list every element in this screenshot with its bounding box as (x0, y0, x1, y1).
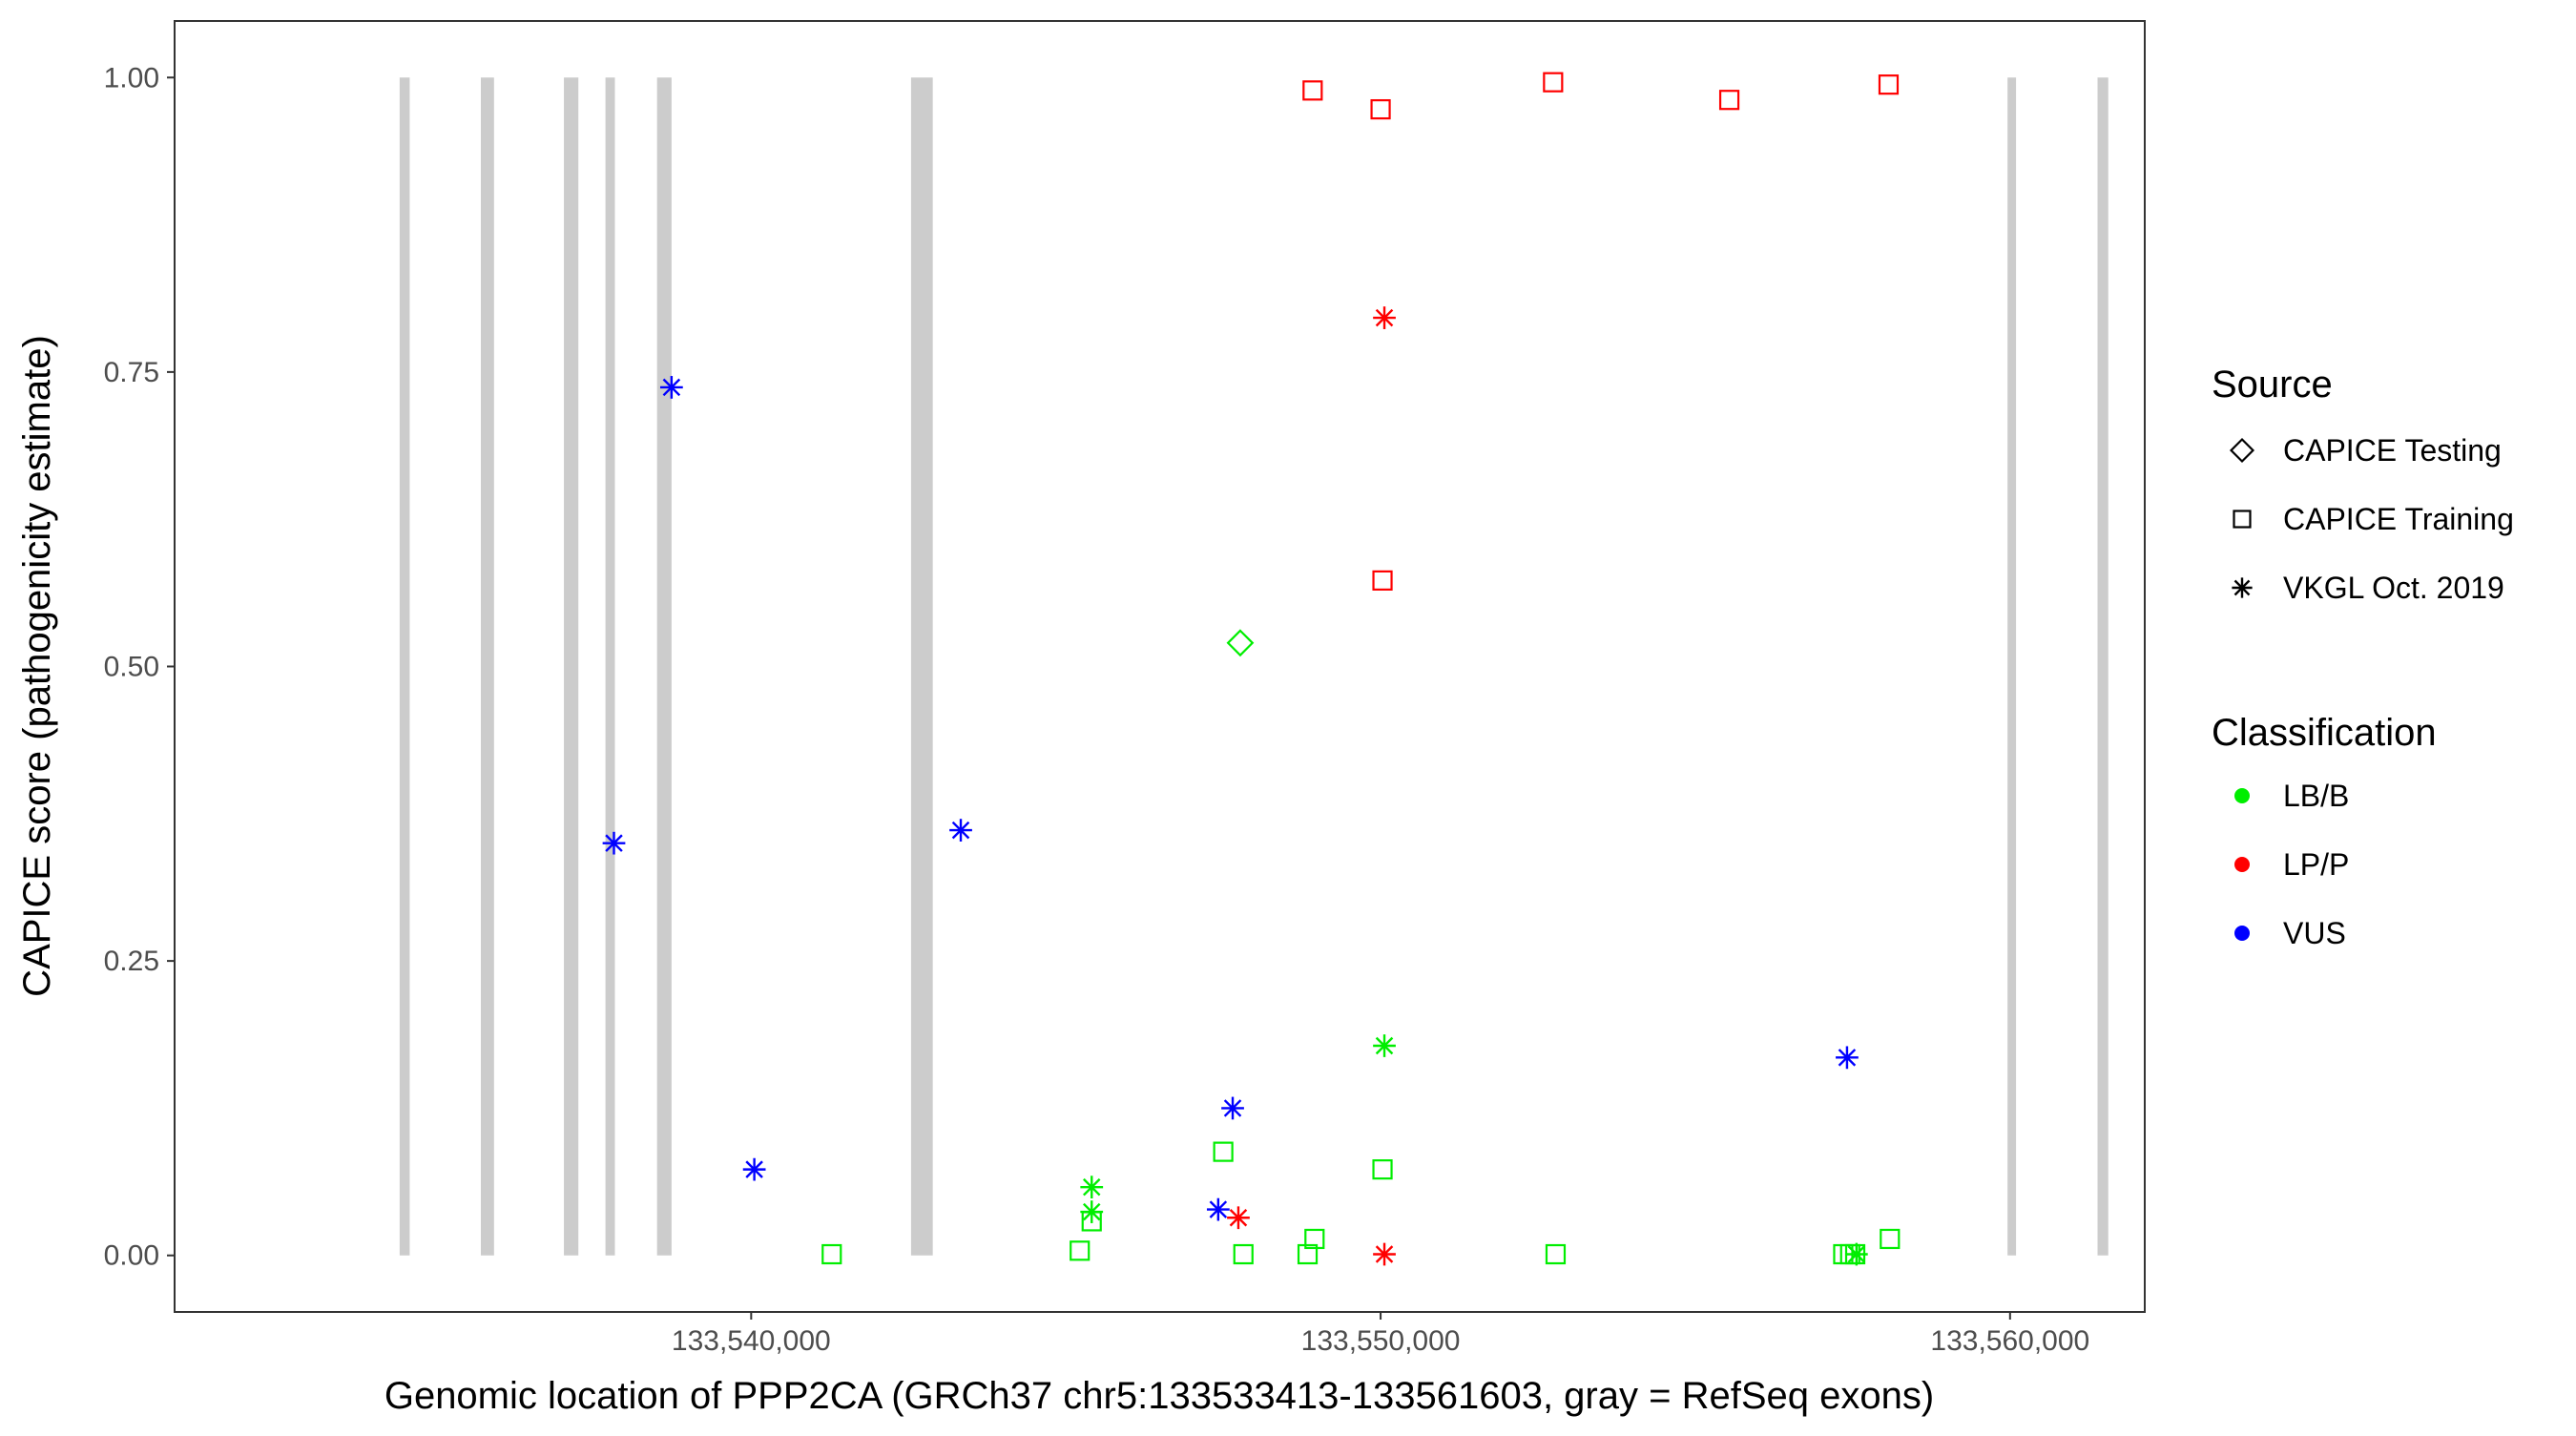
legend-classification-title: Classification (2212, 712, 2437, 754)
data-point (1718, 90, 1740, 111)
exon-band (605, 77, 615, 1256)
data-point (1372, 1159, 1393, 1180)
data-point (1373, 1034, 1396, 1057)
data-point (1226, 629, 1255, 657)
dot-icon (2234, 926, 2250, 941)
legend-label: CAPICE Testing (2283, 433, 2502, 468)
data-point (1227, 1206, 1250, 1230)
data-point (1373, 1242, 1396, 1266)
dot-icon (2234, 788, 2250, 803)
data-point (1545, 1243, 1567, 1265)
data-point (742, 1157, 766, 1181)
exon-band (480, 77, 494, 1256)
y-tick-label: 0.00 (104, 1240, 159, 1272)
data-point (1081, 1211, 1102, 1232)
exon-band (910, 77, 933, 1256)
exon-band (2007, 77, 2017, 1256)
data-point (1304, 1228, 1325, 1250)
legend-item-square: CAPICE Training (2233, 502, 2514, 536)
x-axis-title: Genomic location of PPP2CA (GRCh37 chr5:… (384, 1375, 1934, 1417)
x-tick-label: 133,550,000 (1301, 1325, 1461, 1357)
x-tick-label: 133,560,000 (1930, 1325, 2089, 1357)
legend-item-diamond: CAPICE Testing (2229, 433, 2502, 468)
y-tick-label: 1.00 (104, 62, 159, 94)
legend-label: VKGL Oct. 2019 (2283, 571, 2504, 605)
data-point (1070, 1240, 1091, 1261)
y-tick-label: 0.75 (104, 357, 159, 388)
data-point (1844, 1243, 1866, 1265)
data-point (1233, 1243, 1254, 1265)
plot-panel-border (174, 20, 2146, 1313)
data-point (1878, 74, 1900, 95)
legend-label: LB/B (2283, 779, 2349, 813)
exon-band (399, 77, 410, 1256)
y-tick-label: 0.25 (104, 946, 159, 977)
data-point (1372, 570, 1393, 591)
legend-label: LP/P (2283, 847, 2349, 882)
data-point (1370, 98, 1391, 120)
data-point (1080, 1176, 1104, 1199)
data-point (1880, 1228, 1901, 1250)
dot-icon (2234, 857, 2250, 872)
legend-item-class: LP/P (2234, 847, 2349, 882)
data-point (1836, 1046, 1859, 1070)
y-tick-label: 0.50 (104, 652, 159, 683)
exon-band (656, 77, 672, 1256)
legend: Source CAPICE Testing CAPICE Training VKGL… (2212, 364, 2514, 950)
exon-band (2097, 77, 2109, 1256)
data-point (1221, 1096, 1244, 1120)
data-point (1543, 72, 1564, 93)
x-tick-label: 133,540,000 (672, 1325, 831, 1357)
data-point (602, 831, 626, 855)
square-icon (2233, 510, 2252, 529)
diamond-icon (2229, 437, 2255, 464)
data-point (1373, 306, 1396, 329)
y-axis-title: CAPICE score (pathogenicity estimate) (16, 335, 58, 997)
data-point (1213, 1141, 1234, 1162)
exon-bands (399, 77, 2109, 1256)
data-points (602, 72, 1901, 1266)
legend-item-asterisk: VKGL Oct. 2019 (2232, 571, 2504, 605)
y-axis: 0.00 0.25 0.50 0.75 1.00 (104, 62, 175, 1272)
exon-band (564, 77, 579, 1256)
x-axis: 133,540,000 133,550,000 133,560,000 (672, 1312, 2089, 1357)
legend-source-title: Source (2212, 364, 2333, 406)
data-point (659, 376, 683, 399)
legend-label: VUS (2283, 916, 2346, 950)
data-point (1302, 80, 1323, 101)
legend-item-class: VUS (2234, 916, 2346, 950)
data-point (1206, 1197, 1230, 1221)
legend-item-class: LB/B (2234, 779, 2349, 813)
asterisk-icon (2232, 577, 2253, 598)
data-point (821, 1243, 842, 1265)
legend-label: CAPICE Training (2283, 502, 2514, 536)
data-point (1297, 1243, 1319, 1265)
data-point (949, 819, 972, 842)
